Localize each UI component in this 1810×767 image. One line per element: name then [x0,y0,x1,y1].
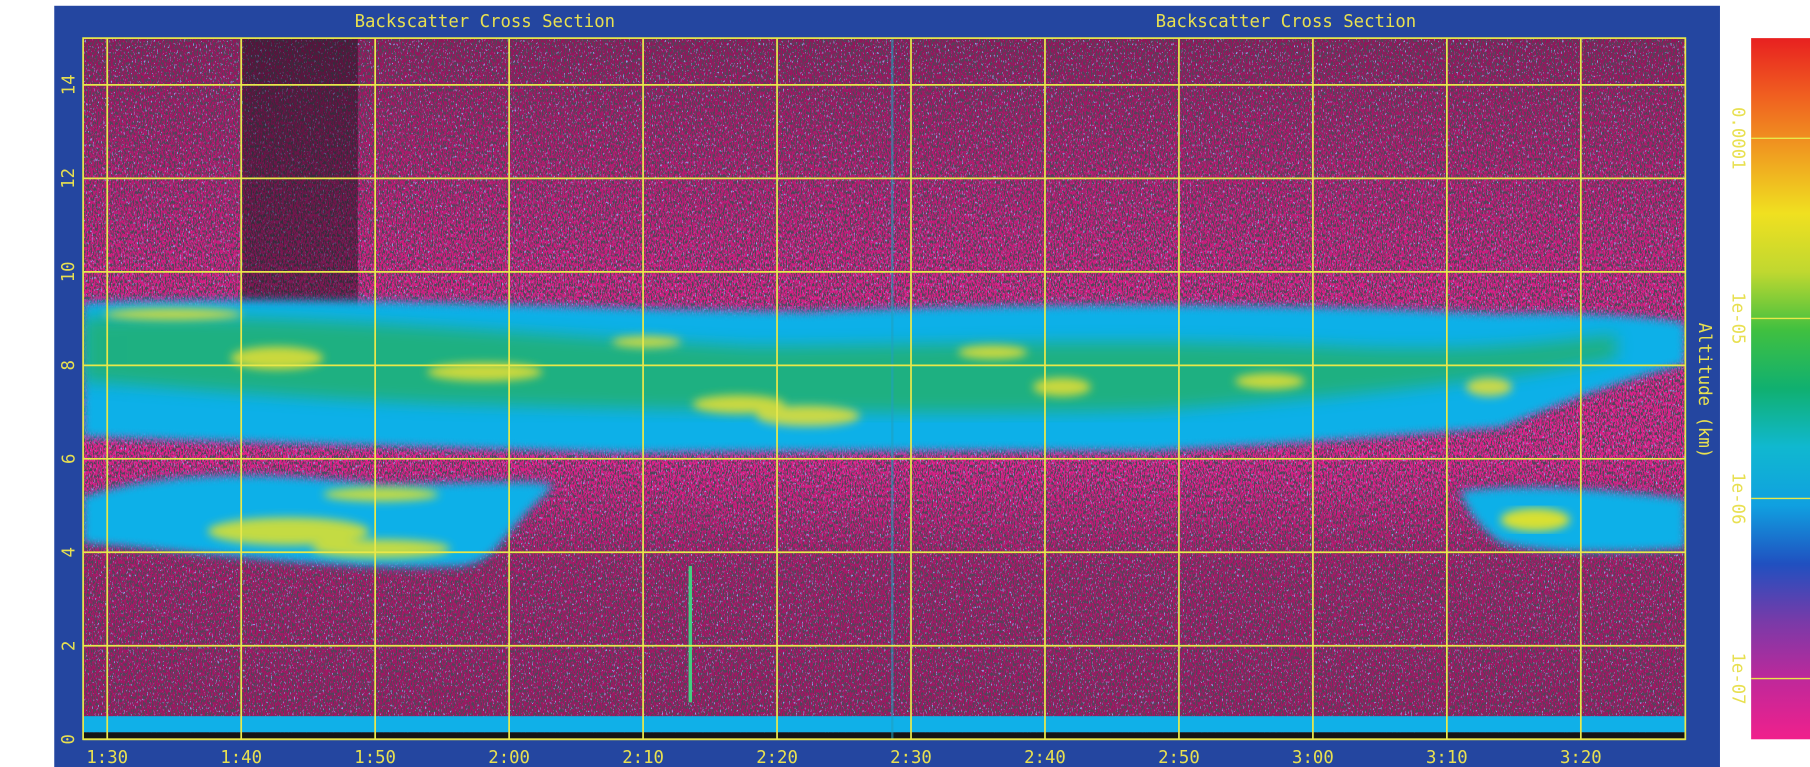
x-tick-label: 1:50 [354,748,396,767]
y-tick-label: 6 [59,454,79,464]
heatmap-image [83,38,1685,739]
low-cloud-right-core [1501,508,1570,531]
colorbar [1751,38,1810,739]
axis-label: Altitude (km) [1694,323,1714,459]
chart-title: Backscatter Cross Section [1156,12,1416,32]
colorbar-tick-label: 1e-05 [1727,292,1747,344]
dark-column [242,38,357,315]
x-tick-label: 2:40 [1024,748,1066,767]
colorbar-tick-label: 0.0001 [1727,107,1747,170]
y-tick-label: 12 [59,168,79,189]
y-tick-label: 2 [59,641,79,651]
y-tick-label: 4 [59,547,79,557]
x-tick-label: 2:30 [890,748,932,767]
x-tick-label: 3:10 [1426,748,1468,767]
x-tick-label: 3:00 [1292,748,1334,767]
colorbar-tick-label: 1e-07 [1727,652,1747,704]
y-tick-label: 10 [59,261,79,282]
chart-title: Backscatter Cross Section [355,12,615,32]
y-tick-label: 14 [59,74,79,95]
x-tick-label: 2:20 [756,748,798,767]
ground-return [83,716,1685,732]
x-tick-label: 3:20 [1560,748,1602,767]
x-tick-label: 1:30 [86,748,128,767]
colorbar-tick-label: 1e-06 [1727,472,1747,524]
ground-edge [83,732,1685,739]
y-tick-label: 0 [59,734,79,744]
x-tick-label: 2:10 [622,748,664,767]
x-tick-label: 2:50 [1158,748,1200,767]
x-tick-label: 2:00 [488,748,530,767]
chart: Backscatter Cross Section Backscatter Cr… [0,0,1810,767]
x-tick-label: 1:40 [220,748,262,767]
y-tick-label: 8 [59,360,79,370]
